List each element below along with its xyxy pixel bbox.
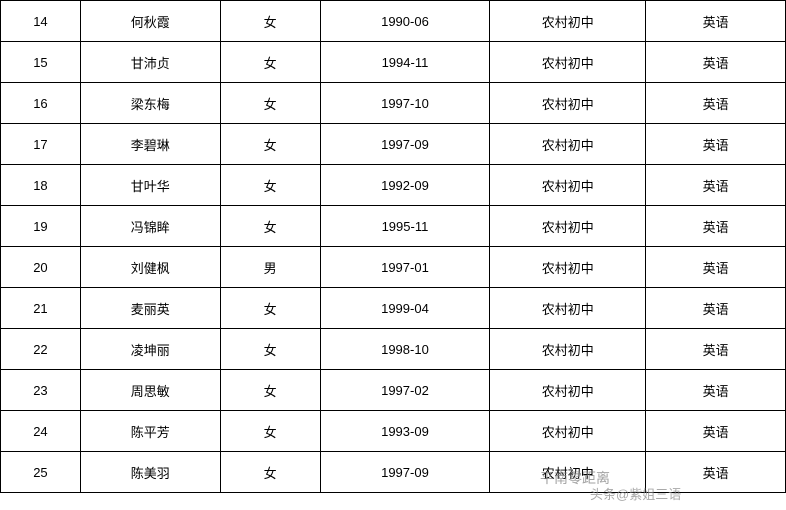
cell: 15: [1, 42, 81, 83]
cell: 英语: [646, 452, 786, 493]
cell: 英语: [646, 247, 786, 288]
cell: 农村初中: [490, 329, 646, 370]
cell: 18: [1, 165, 81, 206]
cell: 女: [220, 206, 320, 247]
roster-table-container: 14何秋霞女1990-06农村初中英语15甘沛贞女1994-11农村初中英语16…: [0, 0, 786, 493]
cell: 男: [220, 247, 320, 288]
table-row: 25陈美羽女1997-09农村初中英语: [1, 452, 786, 493]
cell: 1997-09: [320, 124, 490, 165]
cell: 李碧琳: [80, 124, 220, 165]
cell: 农村初中: [490, 165, 646, 206]
cell: 女: [220, 124, 320, 165]
cell: 24: [1, 411, 81, 452]
cell: 陈平芳: [80, 411, 220, 452]
cell: 农村初中: [490, 370, 646, 411]
cell: 农村初中: [490, 124, 646, 165]
table-row: 23周思敏女1997-02农村初中英语: [1, 370, 786, 411]
cell: 22: [1, 329, 81, 370]
cell: 英语: [646, 165, 786, 206]
table-row: 15甘沛贞女1994-11农村初中英语: [1, 42, 786, 83]
cell: 农村初中: [490, 42, 646, 83]
cell: 农村初中: [490, 1, 646, 42]
table-row: 17李碧琳女1997-09农村初中英语: [1, 124, 786, 165]
cell: 女: [220, 165, 320, 206]
cell: 周思敏: [80, 370, 220, 411]
cell: 21: [1, 288, 81, 329]
cell: 14: [1, 1, 81, 42]
table-row: 22凌坤丽女1998-10农村初中英语: [1, 329, 786, 370]
cell: 农村初中: [490, 452, 646, 493]
cell: 女: [220, 329, 320, 370]
cell: 女: [220, 452, 320, 493]
cell: 甘叶华: [80, 165, 220, 206]
cell: 梁东梅: [80, 83, 220, 124]
cell: 英语: [646, 288, 786, 329]
table-row: 14何秋霞女1990-06农村初中英语: [1, 1, 786, 42]
cell: 女: [220, 1, 320, 42]
cell: 17: [1, 124, 81, 165]
cell: 英语: [646, 411, 786, 452]
cell: 英语: [646, 83, 786, 124]
cell: 1992-09: [320, 165, 490, 206]
table-row: 20刘健枫男1997-01农村初中英语: [1, 247, 786, 288]
cell: 女: [220, 370, 320, 411]
cell: 农村初中: [490, 411, 646, 452]
table-row: 21麦丽英女1999-04农村初中英语: [1, 288, 786, 329]
cell: 女: [220, 42, 320, 83]
cell: 1995-11: [320, 206, 490, 247]
cell: 甘沛贞: [80, 42, 220, 83]
cell: 1994-11: [320, 42, 490, 83]
cell: 25: [1, 452, 81, 493]
cell: 冯锦眸: [80, 206, 220, 247]
cell: 农村初中: [490, 288, 646, 329]
cell: 英语: [646, 42, 786, 83]
table-body: 14何秋霞女1990-06农村初中英语15甘沛贞女1994-11农村初中英语16…: [1, 1, 786, 493]
cell: 1998-10: [320, 329, 490, 370]
table-row: 19冯锦眸女1995-11农村初中英语: [1, 206, 786, 247]
cell: 农村初中: [490, 83, 646, 124]
cell: 1993-09: [320, 411, 490, 452]
cell: 23: [1, 370, 81, 411]
cell: 1997-02: [320, 370, 490, 411]
cell: 英语: [646, 1, 786, 42]
cell: 英语: [646, 124, 786, 165]
table-row: 16梁东梅女1997-10农村初中英语: [1, 83, 786, 124]
cell: 1990-06: [320, 1, 490, 42]
table-row: 24陈平芳女1993-09农村初中英语: [1, 411, 786, 452]
cell: 19: [1, 206, 81, 247]
cell: 16: [1, 83, 81, 124]
cell: 陈美羽: [80, 452, 220, 493]
cell: 英语: [646, 329, 786, 370]
cell: 1999-04: [320, 288, 490, 329]
cell: 女: [220, 83, 320, 124]
cell: 农村初中: [490, 206, 646, 247]
cell: 1997-01: [320, 247, 490, 288]
cell: 1997-10: [320, 83, 490, 124]
table-row: 18甘叶华女1992-09农村初中英语: [1, 165, 786, 206]
cell: 麦丽英: [80, 288, 220, 329]
cell: 1997-09: [320, 452, 490, 493]
roster-table: 14何秋霞女1990-06农村初中英语15甘沛贞女1994-11农村初中英语16…: [0, 0, 786, 493]
cell: 何秋霞: [80, 1, 220, 42]
cell: 刘健枫: [80, 247, 220, 288]
cell: 女: [220, 288, 320, 329]
cell: 凌坤丽: [80, 329, 220, 370]
cell: 女: [220, 411, 320, 452]
cell: 20: [1, 247, 81, 288]
cell: 农村初中: [490, 247, 646, 288]
cell: 英语: [646, 206, 786, 247]
cell: 英语: [646, 370, 786, 411]
